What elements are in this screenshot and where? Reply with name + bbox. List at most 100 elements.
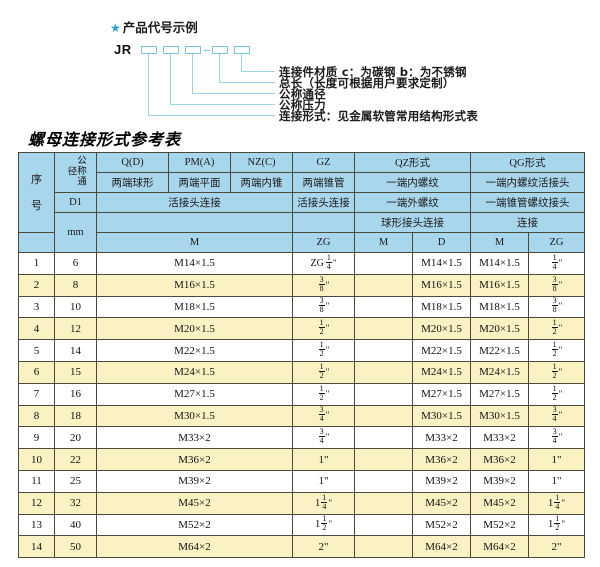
cell-qg-m: M20×1.5 — [470, 317, 529, 341]
cell-qg-zg: 1 1 4 " — [527, 491, 586, 515]
cell-bore: 32 — [54, 491, 97, 515]
cell-q-m: M18×1.5 — [96, 295, 293, 319]
cell-qg-zg: 1 2 " — [527, 317, 586, 341]
cell-bore: 16 — [54, 382, 97, 406]
header-seq: 序 号 — [18, 152, 55, 233]
cell-bore: 25 — [54, 469, 97, 493]
header-group-qz-desc1: 一端内螺纹 — [354, 172, 471, 193]
cell-qz-m — [354, 382, 413, 406]
header-d1: D1 — [54, 192, 97, 213]
leader-line-pressure-h — [170, 104, 275, 105]
cell-bore: 6 — [54, 252, 97, 275]
cell-q-m: M39×2 — [96, 469, 293, 493]
cell-qz-m — [354, 426, 413, 450]
cell-q-m: M30×1.5 — [96, 404, 293, 428]
header-group-qg-desc2: 一端锥管螺纹接头 — [469, 192, 586, 213]
header-group-q-desc1: 两端球形 — [96, 172, 169, 193]
cell-qg-m: M36×2 — [470, 448, 529, 471]
cell-qg-m: M22×1.5 — [470, 339, 529, 362]
header-group-pm-code: PM(A) — [168, 152, 231, 173]
cell-qg-zg: 1 4 " — [527, 252, 586, 275]
leader-line-material-h — [241, 71, 275, 72]
cell-qg-zg: 1 1 2 " — [527, 513, 586, 537]
cell-qz-d: M52×2 — [412, 513, 471, 537]
cell-q-m: M52×2 — [96, 513, 293, 537]
cell-qz-d: M24×1.5 — [412, 360, 471, 384]
leader-line-conntype-h — [148, 115, 275, 116]
table-row: 2 8 M16×1.5 3 8 " M16×1.5 M16×1.5 3 8 " — [18, 273, 586, 297]
cell-seq: 13 — [18, 513, 55, 537]
cell-qz-d: M14×1.5 — [412, 252, 471, 275]
leader-line-pressure-v — [170, 54, 171, 104]
header-unit-seq-blank — [18, 232, 55, 253]
cell-gz: 1 2 " — [292, 382, 355, 406]
cell-qg-zg: 3 8 " — [527, 273, 586, 297]
cell-qz-m — [354, 252, 413, 275]
cell-qg-m: M18×1.5 — [470, 295, 529, 319]
cell-qz-d: M20×1.5 — [412, 317, 471, 341]
cell-gz: ZG 1 4 " — [292, 252, 355, 275]
cell-qg-m: M64×2 — [470, 535, 529, 559]
cell-qz-m — [354, 469, 413, 493]
cell-qz-m — [354, 339, 413, 362]
header-group-nz-desc1: 两端内锥 — [230, 172, 293, 193]
table-header: 序 号 公称通径 Q(D) PM(A) NZ(C) GZ QZ形式 QG形式 两… — [18, 152, 586, 253]
cell-seq: 9 — [18, 426, 55, 450]
header-row-desc3: mm 球形接头连接 连接 — [19, 212, 586, 253]
product-code-prefix: JR — [114, 42, 132, 57]
table-row: 7 16 M27×1.5 1 2 " M27×1.5 M27×1.5 1 2 " — [18, 382, 586, 406]
header-unit-q: M — [96, 232, 293, 253]
cell-qg-zg: 3 4 " — [527, 404, 586, 428]
product-code-diagram: ★ 产品代号示例 JR 连接件材质 c：为碳钢 b：为不锈钢 总长（长度可根据用户… — [0, 0, 600, 123]
cell-qg-zg: 3 8 " — [527, 295, 586, 319]
cell-qz-m — [354, 448, 413, 471]
cell-gz: 2" — [292, 535, 355, 559]
code-box-5 — [234, 46, 250, 54]
legend-item-material: 连接件材质 c：为碳钢 b：为不锈钢 — [279, 65, 467, 79]
cell-seq: 1 — [18, 252, 55, 275]
cell-qg-m: M24×1.5 — [470, 360, 529, 384]
table-row: 6 15 M24×1.5 1 2 " M24×1.5 M24×1.5 1 2 " — [18, 360, 586, 384]
table-row: 9 20 M33×2 3 4 " M33×2 M33×2 3 4 " — [18, 426, 586, 450]
cell-qg-zg: 1 2 " — [527, 382, 586, 406]
cell-bore: 10 — [54, 295, 97, 319]
cell-gz: 3 8 " — [292, 273, 355, 297]
cell-qz-m — [354, 491, 413, 515]
header-group-qz-code: QZ形式 — [354, 152, 471, 173]
cell-qz-m — [354, 360, 413, 384]
page-title: 螺母连接形式参考表 — [28, 130, 182, 149]
cell-qg-m: M33×2 — [470, 426, 529, 450]
code-dash — [204, 50, 210, 51]
cell-q-m: M14×1.5 — [96, 252, 293, 275]
cell-bore: 12 — [54, 317, 97, 341]
cell-qg-m: M39×2 — [470, 469, 529, 493]
table-row: 14 50 M64×2 2" M64×2 M64×2 2" — [18, 535, 586, 559]
cell-gz: 1 2 " — [292, 339, 355, 362]
header-group-gz-desc1: 两端锥管 — [292, 172, 355, 193]
table-row: 5 14 M22×1.5 1 2 " M22×1.5 M22×1.5 1 2 " — [18, 339, 586, 362]
legend-item-length: 总长（长度可根据用户要求定制） — [279, 76, 455, 90]
table-row: 8 18 M30×1.5 3 4 " M30×1.5 M30×1.5 3 4 " — [18, 404, 586, 428]
cell-bore: 8 — [54, 273, 97, 297]
cell-qg-zg: 1" — [527, 448, 586, 471]
header-row-desc2: D1 活接头连接 活接头连接 一端外螺纹 一端锥管螺纹接头 — [19, 192, 586, 213]
header-group-qz-desc3: 球形接头连接 — [354, 212, 471, 233]
header-group-qg-desc1: 一端内螺纹活接头 — [469, 172, 586, 193]
leader-line-length-v — [219, 54, 220, 82]
header-group-pm-desc1: 两端平面 — [168, 172, 231, 193]
table-row: 11 25 M39×2 1" M39×2 M39×2 1" — [18, 469, 586, 493]
spec-table-container: 序 号 公称通径 Q(D) PM(A) NZ(C) GZ QZ形式 QG形式 两… — [18, 152, 586, 559]
table-row: 13 40 M52×2 1 1 2 " M52×2 M52×2 1 1 2 " — [18, 513, 586, 537]
leader-line-bore-h — [192, 93, 275, 94]
header-unit-mm: mm — [54, 212, 97, 253]
cell-qg-zg: 3 4 " — [527, 426, 586, 450]
legend-item-pressure: 公称压力 — [279, 98, 326, 112]
cell-qz-m — [354, 273, 413, 297]
header-unit-gz: ZG — [292, 232, 355, 253]
cell-qg-zg: 1 2 " — [527, 339, 586, 362]
cell-seq: 4 — [18, 317, 55, 341]
header-row-code: 序 号 公称通径 Q(D) PM(A) NZ(C) GZ QZ形式 QG形式 — [18, 152, 586, 233]
header-unit-qz-d: D — [412, 232, 471, 253]
cell-qz-d: M27×1.5 — [412, 382, 471, 406]
cell-gz: 1 2 " — [292, 360, 355, 384]
